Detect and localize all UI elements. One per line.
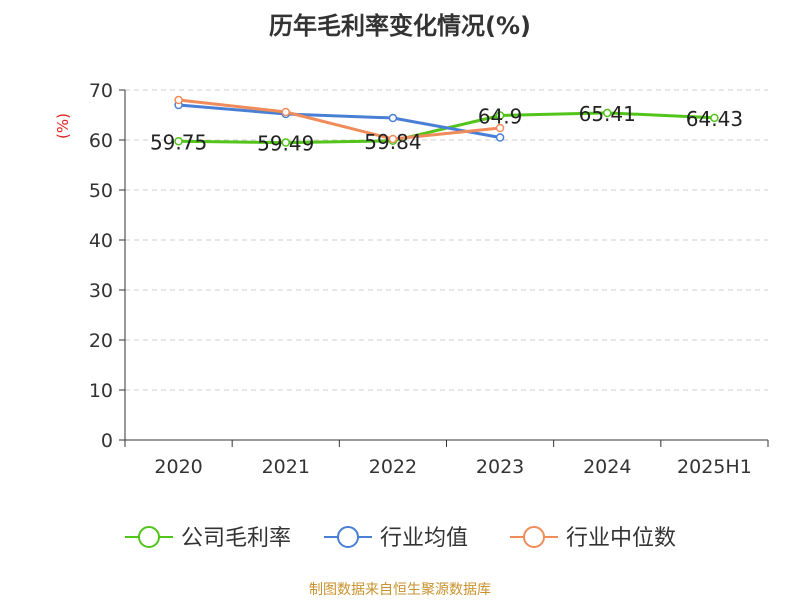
legend-label: 行业均值: [380, 526, 468, 551]
legend-label: 公司毛利率: [181, 526, 291, 551]
y-tick-label: 10: [89, 380, 113, 402]
series-line-2: [179, 100, 501, 139]
legend-label: 行业中位数: [566, 526, 676, 551]
y-tick-label: 30: [89, 280, 113, 302]
x-tick-label: 2025H1: [677, 456, 752, 478]
y-tick-label: 20: [89, 330, 113, 352]
data-label: 64.9: [478, 105, 523, 129]
x-tick-label: 2024: [583, 456, 631, 478]
data-label: 65.41: [579, 102, 636, 126]
source-footer: 制图数据来自恒生聚源数据库: [0, 579, 800, 599]
data-label: 59.49: [257, 132, 314, 156]
x-tick-label: 2021: [262, 456, 310, 478]
y-tick-label: 70: [89, 80, 113, 102]
data-label: 59.75: [150, 130, 207, 154]
data-point: [497, 134, 504, 141]
data-label: 59.84: [364, 130, 421, 154]
y-tick-label: 0: [101, 430, 113, 452]
y-tick-label: 40: [89, 230, 113, 252]
data-point: [389, 115, 396, 122]
x-tick-label: 2023: [476, 456, 524, 478]
x-tick-label: 2022: [369, 456, 417, 478]
legend-marker: [338, 527, 358, 547]
data-label: 64.43: [686, 107, 743, 131]
legend-marker: [139, 527, 159, 547]
line-chart: 0 10 20 30 40 50 60 70 2020 2021 2022 2023 2024 2025H…: [0, 0, 800, 600]
legend: 公司毛利率 行业均值 行业中位数: [125, 526, 676, 551]
y-tick-label: 50: [89, 180, 113, 202]
x-tick-label: 2020: [154, 456, 202, 478]
data-point: [282, 109, 289, 116]
legend-marker: [524, 527, 544, 547]
y-tick-label: 60: [89, 130, 113, 152]
y-axis-label: (%): [54, 113, 72, 139]
data-point: [175, 97, 182, 104]
